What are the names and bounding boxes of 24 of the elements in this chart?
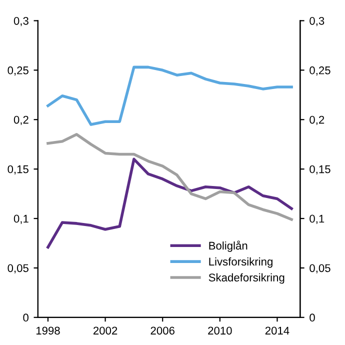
y2-tick-label: 0,1 [310, 214, 324, 224]
y-tick-label: 0,15 [8, 165, 28, 174]
line-series [46, 133, 293, 221]
x-tick-label: 2002 [93, 326, 118, 335]
legend-label: Livsforsikring [209, 257, 272, 268]
y-tick-label: 0,1 [14, 214, 28, 224]
x-tick-label: 2010 [208, 326, 232, 335]
y-tick-label: 0,05 [8, 264, 28, 274]
x-tick-label: 2014 [265, 326, 290, 335]
legend-label: Boliglån [209, 240, 248, 252]
y2-tick-label: 0 [310, 314, 315, 322]
y-tick-label: 0,3 [14, 16, 28, 26]
y2-tick-label: 0,05 [310, 264, 330, 274]
y-tick-label: 0,25 [8, 66, 28, 76]
y-tick-label: 0 [23, 314, 28, 322]
y2-tick-label: 0,2 [310, 116, 324, 126]
y2-tick-label: 0,25 [310, 66, 330, 76]
line-series [46, 66, 293, 126]
y2-tick-label: 0,3 [310, 16, 324, 26]
legend-label: Skadeforsikring [208, 273, 284, 284]
x-tick-label: 1998 [36, 326, 60, 335]
y-tick-label: 0,2 [14, 116, 28, 126]
x-tick-label: 2006 [150, 326, 174, 335]
y2-tick-label: 0,15 [310, 165, 330, 174]
